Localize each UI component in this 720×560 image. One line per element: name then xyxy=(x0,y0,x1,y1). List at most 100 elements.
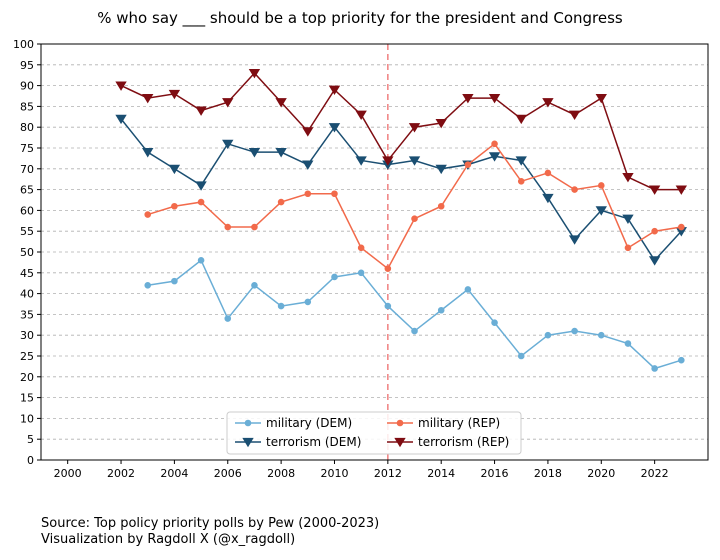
data-point xyxy=(435,118,447,129)
x-tick-label: 2020 xyxy=(587,467,615,480)
y-tick-label: 20 xyxy=(20,371,34,384)
data-point xyxy=(275,98,287,108)
series-terrorism-rep xyxy=(115,69,688,195)
legend-swatch-marker xyxy=(394,437,406,448)
data-point xyxy=(251,223,258,231)
x-tick-label: 2016 xyxy=(481,467,509,480)
data-point xyxy=(144,211,152,218)
data-point xyxy=(544,169,552,177)
data-point xyxy=(437,202,445,210)
data-point xyxy=(328,85,341,96)
data-point xyxy=(595,93,607,104)
data-point xyxy=(355,156,367,166)
data-point xyxy=(411,215,418,223)
data-point xyxy=(408,156,421,166)
data-point xyxy=(408,123,421,133)
data-point xyxy=(651,365,658,372)
legend: military (DEM) terrorism (DEM) military (R… xyxy=(226,411,522,455)
y-tick-label: 95 xyxy=(20,59,34,72)
data-point xyxy=(142,93,154,104)
data-point xyxy=(197,198,205,206)
data-point xyxy=(331,273,338,281)
legend-label: military (DEM) xyxy=(266,416,352,430)
x-tick-label: 2002 xyxy=(107,467,135,480)
data-point xyxy=(651,227,658,235)
data-point xyxy=(571,186,578,193)
data-point xyxy=(304,298,312,306)
x-tick-label: 2010 xyxy=(320,467,348,480)
y-tick-label: 65 xyxy=(20,184,34,197)
data-point xyxy=(624,244,632,252)
data-point xyxy=(464,286,472,293)
y-tick-label: 60 xyxy=(20,204,34,217)
data-point xyxy=(302,160,314,170)
data-point xyxy=(248,69,261,79)
source-note: Source: Top policy priority polls by Pew… xyxy=(41,516,380,531)
y-tick-label: 50 xyxy=(20,246,34,259)
data-point xyxy=(515,114,527,125)
data-point xyxy=(195,106,207,116)
data-point xyxy=(384,302,392,310)
x-tick-label: 2004 xyxy=(160,467,188,480)
data-point xyxy=(115,81,127,91)
data-point xyxy=(648,256,661,266)
data-point xyxy=(142,148,154,158)
series-military-dem xyxy=(144,257,685,372)
credit-note: Visualization by Ragdoll X (@x_ragdoll) xyxy=(41,532,296,547)
x-tick-label: 2006 xyxy=(214,467,242,480)
data-point xyxy=(355,110,367,121)
data-point xyxy=(517,352,525,360)
data-point xyxy=(544,331,552,339)
data-point xyxy=(357,244,365,252)
legend-swatch-marker xyxy=(244,419,252,427)
y-tick-label: 70 xyxy=(20,163,34,176)
data-point xyxy=(624,340,632,347)
data-point xyxy=(224,223,232,231)
data-point xyxy=(357,269,365,277)
data-point xyxy=(331,190,338,198)
x-tick-label: 2022 xyxy=(641,467,669,480)
x-tick-label: 2008 xyxy=(267,467,295,480)
legend-label: military (REP) xyxy=(418,416,500,430)
data-point xyxy=(542,193,554,204)
x-tick-label: 2012 xyxy=(374,467,402,480)
data-point xyxy=(222,139,234,150)
data-point xyxy=(488,93,501,104)
data-point xyxy=(275,148,287,158)
data-point xyxy=(195,181,207,191)
data-point xyxy=(595,206,607,216)
data-point xyxy=(224,315,232,322)
data-point xyxy=(302,127,314,137)
data-point xyxy=(435,164,447,175)
data-point xyxy=(382,156,394,166)
x-tick-label: 2000 xyxy=(54,467,82,480)
data-point xyxy=(568,110,581,121)
data-point xyxy=(517,177,525,185)
data-point xyxy=(248,148,261,158)
data-point xyxy=(222,98,234,108)
y-tick-label: 100 xyxy=(13,38,34,51)
legend-swatch-marker xyxy=(396,419,404,427)
series-military-rep xyxy=(144,140,685,272)
data-point xyxy=(542,98,554,108)
data-point xyxy=(168,89,181,100)
x-tick-label: 2018 xyxy=(534,467,562,480)
legend-swatch-marker xyxy=(242,437,254,448)
data-point xyxy=(464,161,472,168)
data-point xyxy=(568,235,581,245)
x-tick-label: 2014 xyxy=(427,467,455,480)
data-point xyxy=(571,327,578,335)
y-tick-label: 55 xyxy=(20,225,34,238)
y-tick-label: 35 xyxy=(20,308,34,321)
data-point xyxy=(144,281,152,289)
data-point xyxy=(437,306,445,314)
data-point xyxy=(491,140,498,148)
data-point xyxy=(168,164,181,175)
data-point xyxy=(171,202,178,210)
data-point xyxy=(678,356,685,364)
data-point xyxy=(491,319,498,327)
y-tick-label: 10 xyxy=(20,412,34,425)
y-tick-label: 15 xyxy=(20,392,34,405)
data-point xyxy=(115,114,127,125)
